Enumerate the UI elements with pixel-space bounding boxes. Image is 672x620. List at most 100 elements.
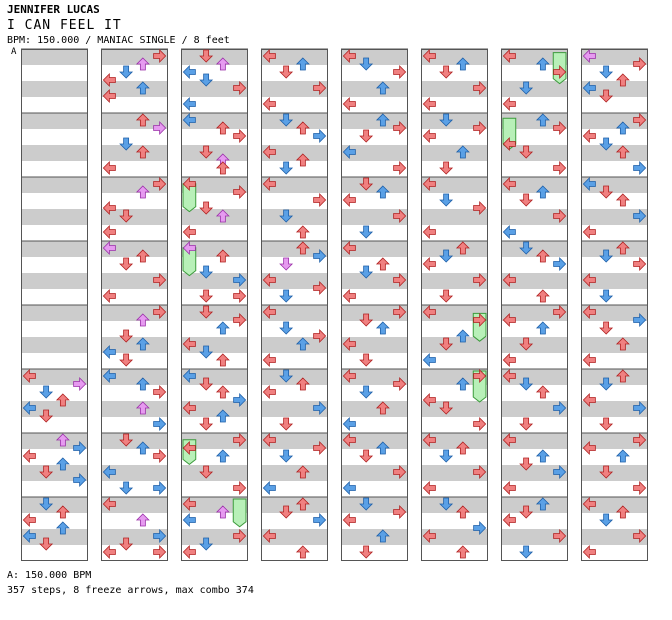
step-arrow-down: [359, 225, 374, 239]
step-arrow-up: [135, 377, 150, 391]
beat-stripe: [341, 209, 408, 225]
beat-stripe: [421, 177, 488, 193]
step-arrow-right: [313, 513, 327, 527]
column-border: [101, 49, 168, 561]
step-arrow-right: [233, 289, 247, 303]
step-arrow-right: [73, 473, 87, 487]
step-arrow-down: [119, 481, 134, 495]
step-arrow-left: [422, 481, 436, 495]
step-arrow-left: [182, 545, 196, 559]
step-arrow-up: [215, 161, 230, 175]
step-arrow-right: [633, 529, 647, 543]
step-arrow-up: [295, 153, 310, 167]
song-title: I CAN FEEL IT: [7, 18, 122, 33]
step-arrow-right: [473, 121, 487, 135]
step-arrow-up: [55, 433, 70, 447]
step-arrow-right: [473, 273, 487, 287]
step-arrow-left: [342, 337, 356, 351]
artist-name: JENNIFER LUCAS: [7, 3, 100, 16]
step-arrow-left: [582, 545, 596, 559]
step-arrow-left: [502, 369, 516, 383]
beat-stripe: [581, 337, 648, 353]
step-arrow-up: [215, 353, 230, 367]
step-arrow-left: [262, 385, 276, 399]
step-arrow-right: [313, 249, 327, 263]
beat-stripe: [261, 81, 328, 97]
step-arrow-down: [119, 433, 134, 447]
step-arrow-right: [473, 313, 487, 327]
beat-stripe: [101, 113, 168, 129]
step-arrow-up: [215, 57, 230, 71]
beat-stripe: [341, 113, 408, 129]
step-arrow-up: [375, 401, 390, 415]
beat-stripe: [421, 305, 488, 321]
step-arrow-left: [262, 145, 276, 159]
step-arrow-down: [519, 145, 534, 159]
beat-stripe: [581, 529, 648, 545]
step-arrow-right: [473, 369, 487, 383]
step-arrow-down: [599, 377, 614, 391]
step-arrow-up: [375, 529, 390, 543]
beat-stripe: [501, 497, 568, 513]
beat-stripe: [341, 145, 408, 161]
beat-stripe: [501, 273, 568, 289]
beat-stripe: [341, 305, 408, 321]
beat-stripe: [341, 433, 408, 449]
beat-stripe: [421, 81, 488, 97]
beat-stripe: [501, 145, 568, 161]
step-arrow-right: [313, 441, 327, 455]
beat-stripe: [101, 433, 168, 449]
step-arrow-down: [199, 145, 214, 159]
step-arrow-up: [535, 385, 550, 399]
step-arrow-down: [119, 353, 134, 367]
step-arrow-down: [599, 465, 614, 479]
beat-stripe: [101, 497, 168, 513]
step-arrow-left: [582, 225, 596, 239]
step-arrow-left: [502, 513, 516, 527]
step-arrow-up: [295, 377, 310, 391]
step-arrow-right: [313, 281, 327, 295]
step-arrow-down: [359, 449, 374, 463]
beat-stripe: [21, 433, 88, 449]
step-arrow-left: [422, 393, 436, 407]
step-arrow-right: [553, 529, 567, 543]
step-arrow-left: [342, 49, 356, 63]
step-arrow-left: [182, 401, 196, 415]
step-arrow-down: [359, 57, 374, 71]
step-arrow-down: [119, 329, 134, 343]
beat-stripe: [421, 465, 488, 481]
step-arrow-right: [153, 49, 167, 63]
step-arrow-right: [473, 465, 487, 479]
chart-column: [341, 48, 408, 561]
step-arrow-right: [153, 545, 167, 559]
freeze-arrow: [232, 498, 247, 528]
step-arrow-down: [519, 457, 534, 471]
column-border: [581, 49, 648, 561]
step-arrow-down: [279, 257, 294, 271]
step-arrow-right: [393, 377, 407, 391]
chart-column: [421, 48, 488, 561]
step-arrow-left: [502, 49, 516, 63]
step-arrow-down: [199, 289, 214, 303]
step-arrow-left: [102, 545, 116, 559]
beat-stripe: [581, 369, 648, 385]
beat-stripe: [21, 81, 88, 97]
step-arrow-right: [393, 209, 407, 223]
beat-stripe: [21, 113, 88, 129]
column-border: [421, 49, 488, 561]
beat-stripe: [261, 113, 328, 129]
step-arrow-up: [455, 145, 470, 159]
step-arrow-right: [153, 273, 167, 287]
step-arrow-down: [359, 313, 374, 327]
step-arrow-right: [233, 529, 247, 543]
step-arrow-down: [279, 209, 294, 223]
step-arrow-down: [199, 377, 214, 391]
beat-stripe: [101, 529, 168, 545]
step-arrow-left: [182, 113, 196, 127]
beat-stripe: [181, 81, 248, 97]
step-arrow-down: [119, 537, 134, 551]
beat-stripe: [101, 49, 168, 65]
step-arrow-left: [22, 513, 36, 527]
step-arrow-up: [215, 449, 230, 463]
beat-stripe: [421, 49, 488, 65]
